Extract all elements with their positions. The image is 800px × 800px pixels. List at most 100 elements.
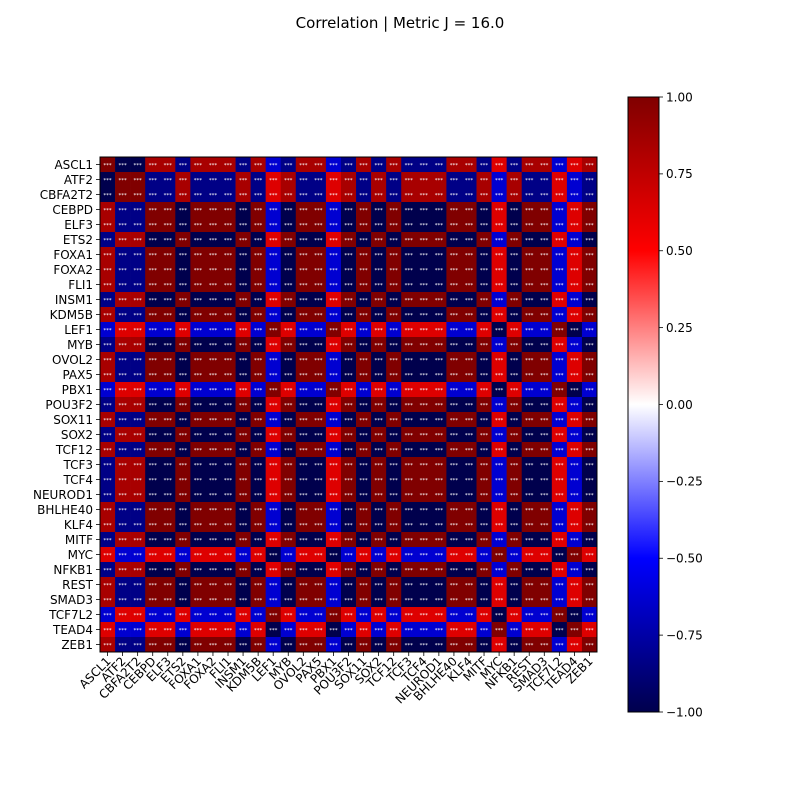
cell-annotation: *** (359, 448, 368, 454)
cell-annotation: *** (359, 523, 368, 529)
heatmap-cell (190, 247, 206, 263)
cell-annotation: *** (480, 418, 489, 424)
heatmap-cell (220, 637, 236, 653)
cell-annotation: *** (435, 568, 444, 574)
cell-annotation: *** (495, 463, 504, 469)
heatmap-cell (551, 412, 568, 428)
cell-annotation: *** (450, 343, 459, 349)
cell-annotation: *** (570, 208, 579, 214)
cell-annotation: *** (450, 403, 459, 409)
heatmap-cell (280, 502, 297, 518)
heatmap-cell (551, 532, 568, 548)
y-tick-label: MYB (67, 338, 93, 352)
cell-annotation: *** (164, 253, 173, 259)
cell-annotation: *** (450, 358, 459, 364)
cell-annotation: *** (284, 178, 293, 184)
cell-annotation: *** (374, 433, 383, 439)
cell-annotation: *** (103, 238, 112, 244)
cell-annotation: *** (374, 523, 383, 529)
heatmap-cell (356, 382, 372, 398)
cell-annotation: *** (209, 283, 218, 289)
heatmap-cell (295, 547, 312, 563)
cell-annotation: *** (329, 508, 338, 514)
cell-annotation: *** (314, 493, 323, 499)
cell-annotation: *** (118, 253, 127, 259)
cell-annotation: *** (254, 478, 263, 484)
heatmap-cell (386, 232, 402, 248)
cell-annotation: *** (435, 463, 444, 469)
heatmap-cell (446, 517, 462, 533)
heatmap-cell (115, 262, 131, 278)
heatmap-cell (551, 172, 568, 188)
cell-annotation: *** (435, 238, 444, 244)
heatmap-cell (235, 397, 251, 413)
heatmap-cell (265, 502, 282, 518)
heatmap-cell (416, 592, 432, 608)
cell-annotation: *** (390, 598, 399, 604)
heatmap-cell (386, 352, 402, 368)
cell-annotation: *** (103, 178, 112, 184)
heatmap-cell (521, 232, 538, 248)
heatmap-cell (446, 307, 462, 323)
cell-annotation: *** (525, 553, 534, 559)
cell-annotation: *** (480, 253, 489, 259)
heatmap-cell (250, 487, 267, 503)
cell-annotation: *** (525, 418, 534, 424)
heatmap-cell (235, 352, 251, 368)
cell-annotation: *** (209, 403, 218, 409)
cell-annotation: *** (224, 403, 233, 409)
cell-annotation: *** (495, 208, 504, 214)
heatmap-cell (115, 247, 131, 263)
heatmap-cell (250, 262, 267, 278)
cell-annotation: *** (284, 628, 293, 634)
cell-annotation: *** (555, 433, 564, 439)
cell-annotation: *** (420, 598, 429, 604)
cell-annotation: *** (284, 418, 293, 424)
cell-annotation: *** (134, 223, 143, 229)
heatmap-cell (100, 412, 116, 428)
heatmap-cell (220, 427, 236, 443)
cell-annotation: *** (224, 418, 233, 424)
heatmap-cell (521, 277, 538, 293)
cell-annotation: *** (585, 163, 594, 169)
heatmap-cell (115, 307, 131, 323)
heatmap-cell (446, 562, 462, 578)
heatmap-cell (130, 487, 146, 503)
heatmap-cell (416, 202, 432, 218)
heatmap-cell (295, 517, 312, 533)
heatmap-cell (581, 322, 598, 338)
heatmap-cell (325, 532, 342, 548)
cell-annotation: *** (390, 343, 399, 349)
cell-annotation: *** (510, 178, 519, 184)
heatmap-cell (130, 427, 146, 443)
heatmap-cell (265, 382, 282, 398)
cell-annotation: *** (224, 583, 233, 589)
heatmap-cell (250, 232, 267, 248)
heatmap-cell (386, 262, 402, 278)
cell-annotation: *** (284, 268, 293, 274)
heatmap-cell (160, 352, 176, 368)
cell-annotation: *** (149, 358, 158, 364)
heatmap-cell (476, 382, 492, 398)
cell-annotation: *** (585, 208, 594, 214)
heatmap-cell (190, 592, 206, 608)
heatmap-cell (491, 247, 507, 263)
cell-annotation: *** (465, 283, 474, 289)
cell-annotation: *** (284, 373, 293, 379)
cell-annotation: *** (510, 613, 519, 619)
heatmap-cell (416, 397, 432, 413)
cell-annotation: *** (254, 328, 263, 334)
heatmap-cell (506, 412, 523, 428)
heatmap-cell (476, 532, 492, 548)
cell-annotation: *** (435, 583, 444, 589)
heatmap-cell (356, 412, 372, 428)
heatmap-cell (100, 187, 116, 203)
cell-annotation: *** (164, 553, 173, 559)
heatmap-cell (446, 547, 462, 563)
cell-annotation: *** (179, 388, 188, 394)
cell-annotation: *** (555, 343, 564, 349)
heatmap-cell (175, 637, 191, 653)
cell-annotation: *** (254, 253, 263, 259)
cell-annotation: *** (344, 328, 353, 334)
cell-annotation: *** (179, 568, 188, 574)
